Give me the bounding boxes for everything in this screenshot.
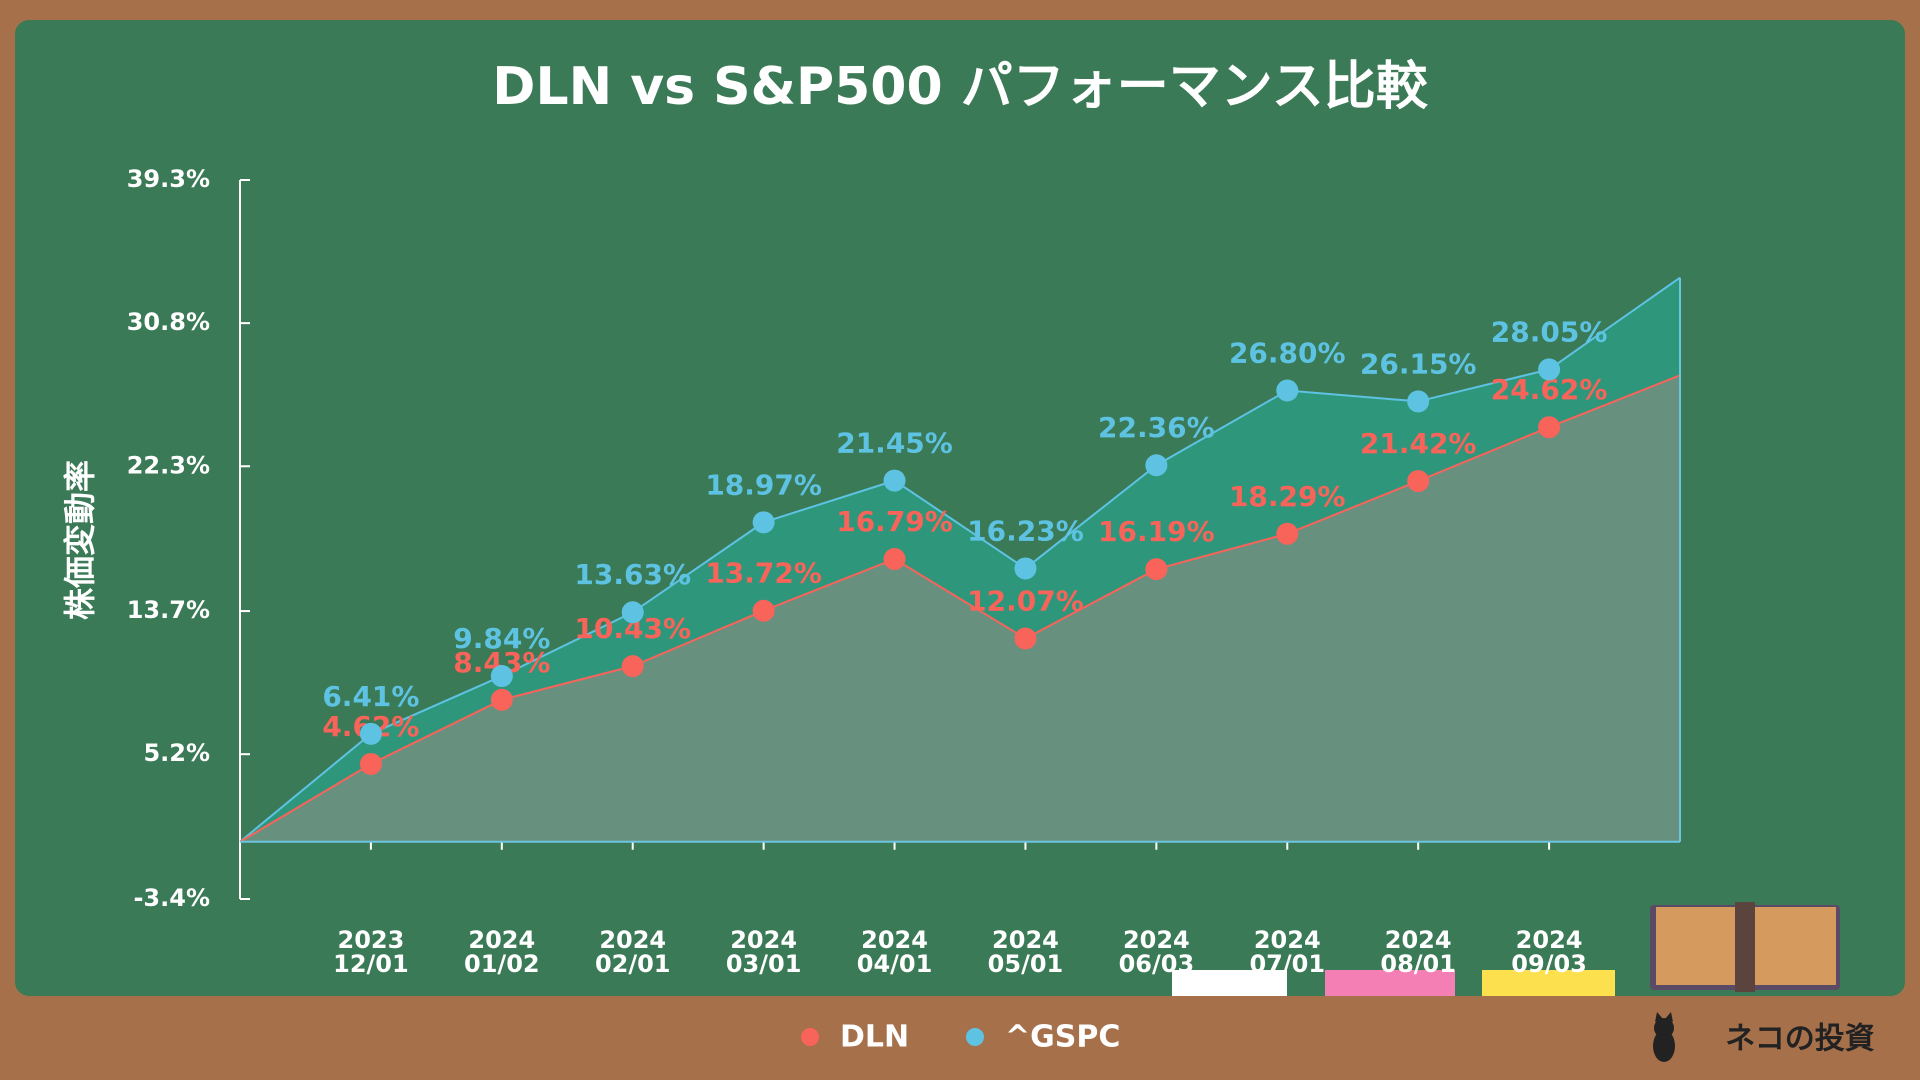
marker <box>1014 627 1037 650</box>
chalk-eraser <box>1325 970 1455 996</box>
x-tick-label: 2024 01/02 <box>464 926 540 978</box>
y-tick-label: 5.2% <box>143 739 210 767</box>
data-label: 6.41% <box>322 680 419 713</box>
x-tick-label: 2024 02/01 <box>594 926 671 978</box>
x-tick-label: 2024 06/03 <box>1118 926 1195 978</box>
line <box>239 276 1681 843</box>
legend-marker <box>801 1028 819 1046</box>
data-label: 21.42% <box>1360 427 1477 460</box>
marker <box>1538 416 1561 439</box>
data-label: 16.19% <box>1098 515 1215 548</box>
x-tick-label: 2024 08/01 <box>1380 926 1456 978</box>
line <box>239 374 1681 843</box>
marker <box>1407 390 1430 413</box>
y-tick-label: 22.3% <box>127 451 210 479</box>
marker <box>490 688 513 711</box>
marker <box>621 601 644 624</box>
marker <box>621 655 644 678</box>
marker <box>1538 358 1561 381</box>
chalk-eraser <box>1172 970 1287 996</box>
x-tick-label: 2024 09/03 <box>1511 926 1587 978</box>
book-band <box>1735 902 1755 992</box>
area <box>240 375 1680 842</box>
y-tick-label: 13.7% <box>127 596 210 624</box>
x-tick-label: 2024 05/01 <box>987 926 1064 978</box>
marker <box>359 722 382 745</box>
x-tick-label: 2024 03/01 <box>725 926 802 978</box>
marker <box>1145 558 1168 581</box>
marker <box>490 665 513 688</box>
marker <box>1014 557 1037 580</box>
data-label: 21.45% <box>836 427 953 460</box>
data-label: 26.80% <box>1229 336 1346 369</box>
data-label: 16.79% <box>836 505 953 538</box>
legend-marker <box>966 1028 984 1046</box>
data-label: 26.15% <box>1360 347 1477 380</box>
marker <box>1276 522 1299 545</box>
data-label: 13.63% <box>574 558 691 591</box>
chalk-eraser <box>1482 970 1615 996</box>
data-label: 9.84% <box>453 622 550 655</box>
marker <box>883 469 906 492</box>
x-tick-label: 2023 12/01 <box>333 926 409 978</box>
y-tick-label: 39.3% <box>127 165 210 193</box>
data-label: 18.29% <box>1229 480 1346 513</box>
cat-icon <box>1653 1012 1675 1062</box>
marker <box>1276 379 1299 402</box>
marker <box>883 548 906 571</box>
data-label: 28.05% <box>1491 315 1608 348</box>
y-tick-label: 30.8% <box>127 308 210 336</box>
data-label: 18.97% <box>705 468 822 501</box>
legend-label: DLN <box>840 1020 909 1055</box>
marker <box>752 511 775 534</box>
marker <box>1145 454 1168 477</box>
legend-label: ^GSPC <box>1005 1020 1120 1055</box>
x-tick-label: 2024 04/01 <box>856 926 933 978</box>
data-label: 16.23% <box>967 514 1084 547</box>
brand: ネコの投資 <box>1725 1022 1874 1057</box>
data-label: 13.72% <box>705 557 822 590</box>
data-label: 12.07% <box>967 585 1084 618</box>
marker <box>752 599 775 622</box>
y-tick-label: -3.4% <box>133 884 210 912</box>
data-label: 22.36% <box>1098 411 1215 444</box>
marker <box>1407 470 1430 493</box>
marker <box>359 752 382 775</box>
x-tick-label: 2024 07/01 <box>1249 926 1326 978</box>
y-axis-label: 株価変動率 <box>61 460 99 620</box>
chart-title: DLN vs S&P500 パフォーマンス比較 <box>492 57 1428 117</box>
